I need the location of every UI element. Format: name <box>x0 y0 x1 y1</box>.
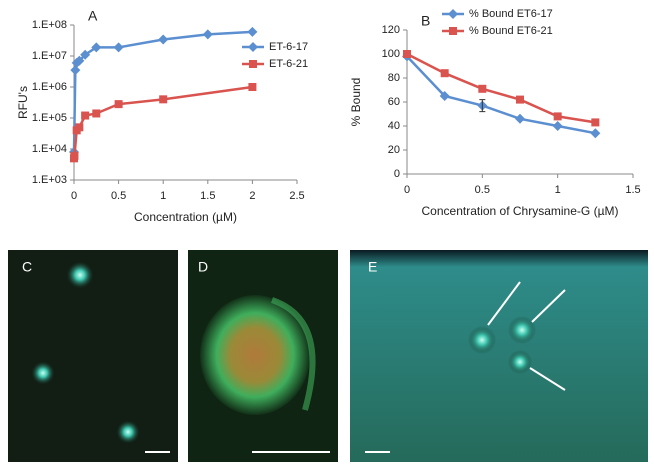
marker <box>590 128 601 139</box>
marker <box>249 60 257 68</box>
legend-label: % Bound ET6-21 <box>469 25 553 37</box>
marker <box>591 118 600 127</box>
x-tick-label: 1 <box>555 184 561 196</box>
panel-label: A <box>88 8 98 24</box>
marker <box>92 109 101 118</box>
marker <box>248 83 257 91</box>
marker <box>159 95 168 104</box>
marker <box>113 42 124 53</box>
marker <box>158 34 169 45</box>
marker <box>552 121 563 131</box>
x-tick-label: 1.5 <box>200 190 215 202</box>
y-tick-label: 80 <box>388 72 400 84</box>
marker <box>74 55 85 66</box>
y-tick-label: 0 <box>394 168 400 180</box>
y-tick-label: 1.E+03 <box>32 174 67 186</box>
panel-label: C <box>22 259 32 275</box>
x-tick-label: 0.5 <box>111 190 126 202</box>
marker <box>478 84 487 93</box>
y-tick-label: 1.E+08 <box>32 19 67 31</box>
marker <box>247 26 258 37</box>
marker <box>553 112 562 121</box>
marker <box>202 29 213 40</box>
x-tick-label: 1.5 <box>625 184 640 196</box>
y-tick-label: 1.E+07 <box>32 50 67 62</box>
x-axis-title: Concentration of Chrysamine-G (µM) <box>422 204 619 218</box>
marker <box>248 42 258 52</box>
marker <box>449 27 457 35</box>
legend-label: % Bound ET6-17 <box>469 8 553 20</box>
legend-label: ET-6-21 <box>269 58 308 70</box>
y-tick-label: 60 <box>388 96 400 108</box>
y-tick-label: 20 <box>388 144 400 156</box>
image-e: E <box>350 250 648 462</box>
image-d: D <box>188 250 338 462</box>
marker <box>403 50 411 58</box>
marker <box>440 69 449 78</box>
x-axis-title: Concentration (µM) <box>134 210 237 224</box>
x-tick-label: 0 <box>71 190 77 202</box>
marker <box>81 111 90 120</box>
series-line <box>406 52 596 124</box>
marker <box>80 49 91 60</box>
panel-label: B <box>421 13 430 29</box>
x-tick-label: 1 <box>160 190 166 202</box>
x-tick-label: 2.5 <box>289 190 304 202</box>
panel-label: D <box>198 259 208 275</box>
y-axis-title: RFU's <box>16 86 30 119</box>
marker <box>516 95 524 104</box>
marker <box>70 151 79 160</box>
panel-label: E <box>368 259 377 275</box>
y-tick-label: 40 <box>388 120 400 132</box>
error-bar <box>479 99 486 113</box>
marker <box>515 113 525 124</box>
x-tick-label: 0.5 <box>475 184 490 196</box>
y-tick-label: 1.E+06 <box>32 81 67 93</box>
marker <box>91 42 102 53</box>
y-tick-label: 1.E+04 <box>32 143 67 155</box>
y-tick-label: 1.E+05 <box>32 112 67 124</box>
y-tick-label: 120 <box>382 24 400 36</box>
x-tick-label: 2 <box>249 190 255 202</box>
y-axis-title: % Bound <box>349 78 363 127</box>
x-tick-label: 0 <box>404 184 410 196</box>
marker <box>439 91 450 101</box>
marker <box>448 9 458 19</box>
y-tick-label: 100 <box>382 48 400 60</box>
marker <box>75 123 84 132</box>
marker <box>114 100 123 109</box>
marker <box>70 65 81 76</box>
series-line <box>406 55 596 135</box>
image-c: C <box>8 250 178 462</box>
legend-label: ET-6-17 <box>269 41 308 53</box>
